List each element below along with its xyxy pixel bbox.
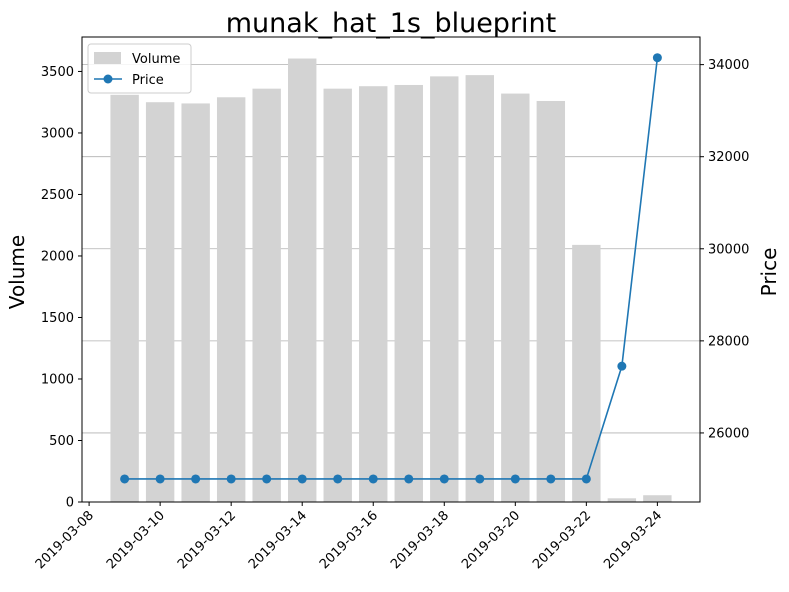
left-tick-label: 0 — [66, 496, 74, 511]
volume-bar — [216, 97, 246, 503]
price-point — [120, 474, 130, 484]
x-tick-label: 2019-03-08 — [33, 508, 97, 572]
volume-bar — [359, 86, 388, 502]
plot-frame — [81, 36, 701, 503]
volume-bar — [252, 88, 281, 503]
volume-bar — [110, 94, 139, 503]
left-tick-label: 1500 — [41, 311, 74, 326]
left-tick-label: 500 — [49, 434, 74, 449]
price-point — [333, 474, 343, 484]
price-point — [475, 474, 485, 484]
price-point — [191, 474, 201, 484]
x-axis: 2019-03-08 2019-03-10 2019-03-12 2019-03-14… — [33, 502, 665, 572]
x-tick-label: 2019-03-16 — [317, 508, 381, 572]
left-y-axis: 0 500 1000 1500 2000 2500 3000 3500 — [41, 65, 82, 511]
left-tick-label: 2000 — [41, 249, 74, 264]
right-tick-label: 34000 — [708, 58, 749, 73]
volume-bar — [501, 93, 530, 502]
legend-price-label: Price — [132, 73, 164, 88]
price-point — [652, 53, 662, 63]
volume-bar — [323, 88, 352, 503]
price-point — [510, 474, 520, 484]
legend-volume-label: Volume — [132, 52, 180, 67]
price-line — [124, 57, 659, 480]
volume-bar — [394, 84, 423, 502]
price-point — [546, 474, 556, 484]
right-y-axis: 26000 28000 30000 32000 34000 — [700, 58, 749, 441]
left-tick-label: 1000 — [41, 372, 74, 387]
volume-bar — [465, 75, 494, 502]
right-tick-label: 30000 — [708, 242, 749, 257]
volume-bar — [430, 76, 459, 502]
right-tick-label: 26000 — [708, 426, 749, 441]
volume-bar — [607, 498, 637, 502]
left-y-axis-label: Volume — [5, 235, 29, 309]
volume-bar — [181, 103, 210, 502]
price-line-layer — [120, 53, 662, 484]
legend-price-marker — [103, 74, 113, 84]
left-tick-label: 2500 — [41, 188, 74, 203]
price-point — [439, 474, 449, 484]
price-point — [262, 474, 272, 484]
x-tick-label: 2019-03-10 — [104, 508, 168, 572]
price-point — [581, 474, 591, 484]
volume-bar — [643, 495, 672, 502]
right-tick-label: 28000 — [708, 334, 749, 349]
volume-bars — [110, 58, 672, 503]
price-point — [155, 474, 165, 484]
legend-volume-swatch — [94, 52, 121, 64]
right-tick-label: 32000 — [708, 150, 749, 165]
price-point — [617, 361, 627, 371]
price-point — [404, 474, 414, 484]
x-tick-label: 2019-03-12 — [175, 508, 239, 572]
legend: Volume Price — [87, 43, 192, 94]
chart-title: munak_hat_1s_blueprint — [226, 8, 557, 39]
gridlines — [82, 64, 700, 434]
x-tick-label: 2019-03-22 — [530, 508, 594, 572]
x-tick-label: 2019-03-14 — [246, 508, 310, 572]
x-tick-label: 2019-03-18 — [388, 508, 452, 572]
price-point — [368, 474, 378, 484]
x-tick-label: 2019-03-24 — [601, 508, 665, 572]
x-tick-label: 2019-03-20 — [459, 508, 523, 572]
price-point — [226, 474, 236, 484]
left-tick-label: 3000 — [41, 126, 74, 141]
volume-bar — [572, 244, 601, 502]
volume-bar — [145, 102, 175, 502]
right-y-axis-label: Price — [757, 248, 781, 297]
price-point — [297, 474, 307, 484]
left-tick-label: 3500 — [41, 65, 74, 80]
volume-bar — [288, 58, 317, 503]
volume-bar — [536, 100, 566, 502]
